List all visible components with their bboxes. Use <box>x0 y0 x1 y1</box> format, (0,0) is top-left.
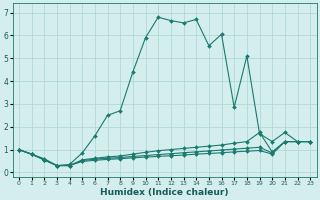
X-axis label: Humidex (Indice chaleur): Humidex (Indice chaleur) <box>100 188 229 197</box>
